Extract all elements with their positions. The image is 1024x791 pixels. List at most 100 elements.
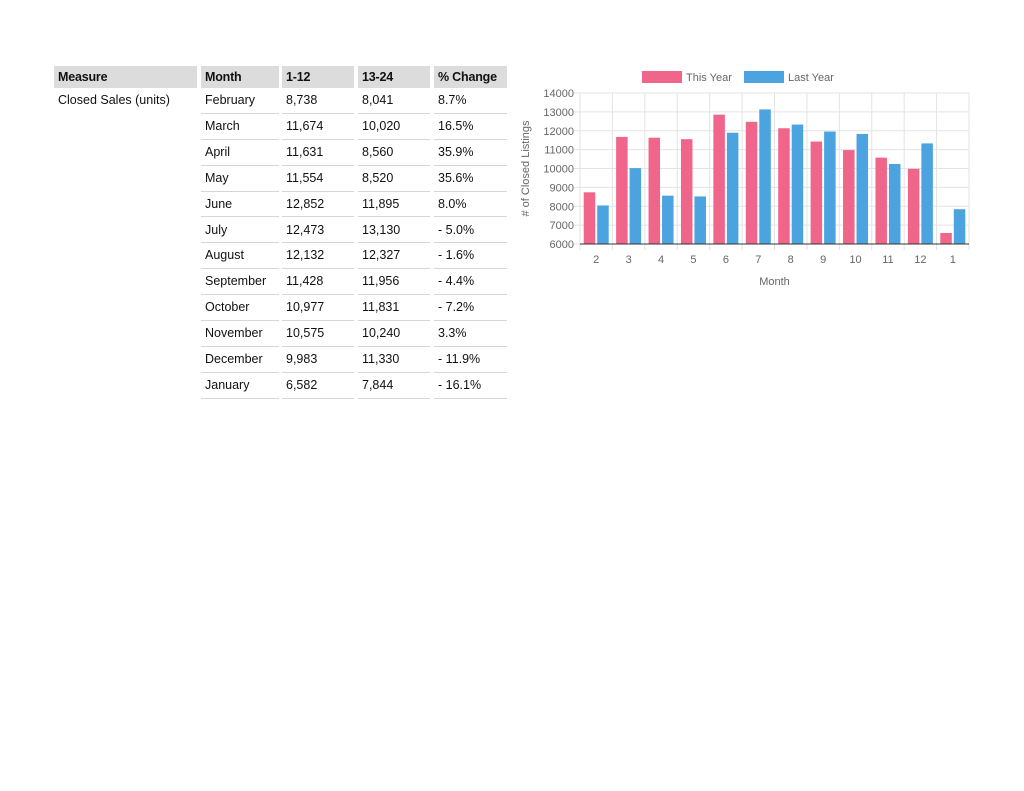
- header-month: Month: [201, 66, 279, 88]
- cell-pct-change: - 16.1%: [434, 373, 507, 399]
- cell-pct-change: - 11.9%: [434, 347, 507, 373]
- cell-pct-change: - 7.2%: [434, 295, 507, 322]
- bar-this-year: [843, 150, 855, 244]
- bar-this-year: [680, 139, 693, 244]
- cell-month: April: [201, 140, 279, 166]
- x-tick-label: 9: [820, 254, 826, 266]
- bar-this-year: [875, 157, 887, 244]
- cell-month: October: [201, 295, 279, 322]
- y-tick-label: 11000: [544, 145, 574, 157]
- bar-last-year: [694, 196, 706, 244]
- header-measure: Measure: [54, 66, 197, 88]
- cell-this-year: 8,738: [282, 88, 354, 114]
- cell-last-year: 12,327: [358, 243, 430, 270]
- bar-last-year: [824, 131, 836, 244]
- x-tick-label: 1: [950, 254, 956, 266]
- measure-label: Closed Sales (units): [58, 93, 170, 107]
- header-13-24: 13-24: [358, 66, 430, 88]
- bar-this-year: [810, 141, 823, 244]
- cell-this-year: 12,852: [282, 192, 354, 218]
- bar-this-year: [778, 128, 790, 244]
- bar-this-year: [745, 121, 758, 244]
- closed-listings-chart: 6000 7000 8000 9000 10000 11000 12000 13000 1400…: [520, 71, 970, 288]
- bar-last-year: [662, 195, 674, 244]
- cell-month: February: [201, 88, 279, 114]
- bar-last-year: [791, 124, 804, 244]
- cell-this-year: 9,983: [282, 347, 354, 373]
- y-tick-label: 12000: [543, 126, 574, 138]
- bar-last-year: [759, 109, 771, 244]
- cell-pct-change: 8.7%: [434, 88, 507, 114]
- cell-this-year: 11,631: [282, 140, 354, 166]
- bar-this-year: [940, 233, 952, 244]
- cell-last-year: 8,560: [358, 140, 430, 166]
- bar-last-year: [888, 163, 901, 244]
- x-tick-label: 2: [593, 254, 599, 266]
- cell-pct-change: 3.3%: [434, 321, 507, 347]
- cell-last-year: 10,240: [358, 321, 430, 347]
- x-tick-label: 12: [914, 254, 926, 266]
- bar-this-year: [616, 136, 628, 244]
- cell-pct-change: - 4.4%: [434, 269, 507, 296]
- x-tick-label: 7: [755, 254, 761, 266]
- cell-this-year: 11,674: [282, 114, 354, 140]
- cell-last-year: 13,130: [358, 218, 430, 244]
- y-tick-label: 7000: [550, 220, 574, 232]
- y-tick-label: 10000: [543, 164, 574, 176]
- legend-label-this-year: This Year: [686, 72, 732, 84]
- cell-last-year: 11,956: [358, 269, 430, 296]
- cell-last-year: 11,895: [358, 192, 430, 218]
- bar-last-year: [856, 133, 869, 244]
- cell-month: May: [201, 166, 279, 192]
- cell-month: August: [201, 243, 279, 270]
- cell-this-year: 12,132: [282, 243, 354, 270]
- y-tick-label: 9000: [550, 182, 574, 194]
- legend-label-last-year: Last Year: [788, 72, 834, 84]
- cell-month: November: [201, 321, 279, 347]
- header-1-12: 1-12: [282, 66, 354, 88]
- x-tick-label: 11: [882, 254, 893, 266]
- legend-swatch-last-year: [744, 71, 784, 83]
- bar-last-year: [597, 205, 609, 244]
- bar-last-year: [726, 132, 739, 244]
- y-axis-title: # of Closed Listings: [520, 120, 532, 216]
- cell-this-year: 10,575: [282, 321, 354, 347]
- bar-this-year: [583, 192, 596, 244]
- cell-pct-change: 8.0%: [434, 192, 507, 218]
- legend-swatch-this-year: [642, 71, 682, 83]
- bar-last-year: [953, 209, 966, 244]
- x-tick-label: 10: [849, 254, 861, 266]
- header-pct-change: % Change: [434, 66, 507, 88]
- y-tick-label: 8000: [550, 201, 574, 213]
- cell-pct-change: - 1.6%: [434, 243, 507, 270]
- cell-this-year: 10,977: [282, 295, 354, 322]
- cell-last-year: 7,844: [358, 373, 430, 399]
- cell-month: January: [201, 373, 279, 399]
- cell-this-year: 11,554: [282, 166, 354, 192]
- x-tick-label: 6: [723, 254, 729, 266]
- cell-pct-change: 35.6%: [434, 166, 507, 192]
- cell-pct-change: 16.5%: [434, 114, 507, 140]
- y-tick-label: 14000: [543, 88, 574, 100]
- x-tick-label: 5: [690, 254, 696, 266]
- cell-last-year: 8,041: [358, 88, 430, 114]
- x-tick-label: 4: [658, 254, 664, 266]
- cell-this-year: 6,582: [282, 373, 354, 399]
- cell-month: March: [201, 114, 279, 140]
- bar-last-year: [629, 168, 642, 244]
- x-tick-label: 8: [788, 254, 794, 266]
- cell-this-year: 12,473: [282, 218, 354, 244]
- cell-last-year: 10,020: [358, 114, 430, 140]
- bar-this-year: [907, 168, 920, 244]
- x-tick-label: 3: [626, 254, 632, 266]
- cell-month: June: [201, 192, 279, 218]
- y-tick-label: 6000: [550, 239, 574, 251]
- bar-this-year: [713, 114, 725, 244]
- bar-last-year: [921, 143, 933, 244]
- cell-month: September: [201, 269, 279, 296]
- y-tick-label: 13000: [543, 107, 574, 119]
- cell-month: December: [201, 347, 279, 373]
- cell-last-year: 11,831: [358, 295, 430, 322]
- cell-last-year: 11,330: [358, 347, 430, 373]
- cell-this-year: 11,428: [282, 269, 354, 296]
